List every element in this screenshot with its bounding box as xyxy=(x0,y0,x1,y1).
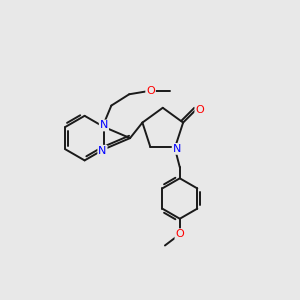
Text: O: O xyxy=(195,105,204,115)
Text: N: N xyxy=(172,144,181,154)
Text: O: O xyxy=(176,229,184,239)
Text: N: N xyxy=(100,121,108,130)
Text: N: N xyxy=(98,146,106,156)
Text: O: O xyxy=(146,86,155,96)
